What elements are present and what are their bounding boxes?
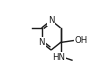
Text: N: N — [48, 16, 54, 25]
Text: N: N — [38, 38, 45, 47]
Text: OH: OH — [75, 36, 88, 45]
Text: HN: HN — [52, 53, 66, 62]
